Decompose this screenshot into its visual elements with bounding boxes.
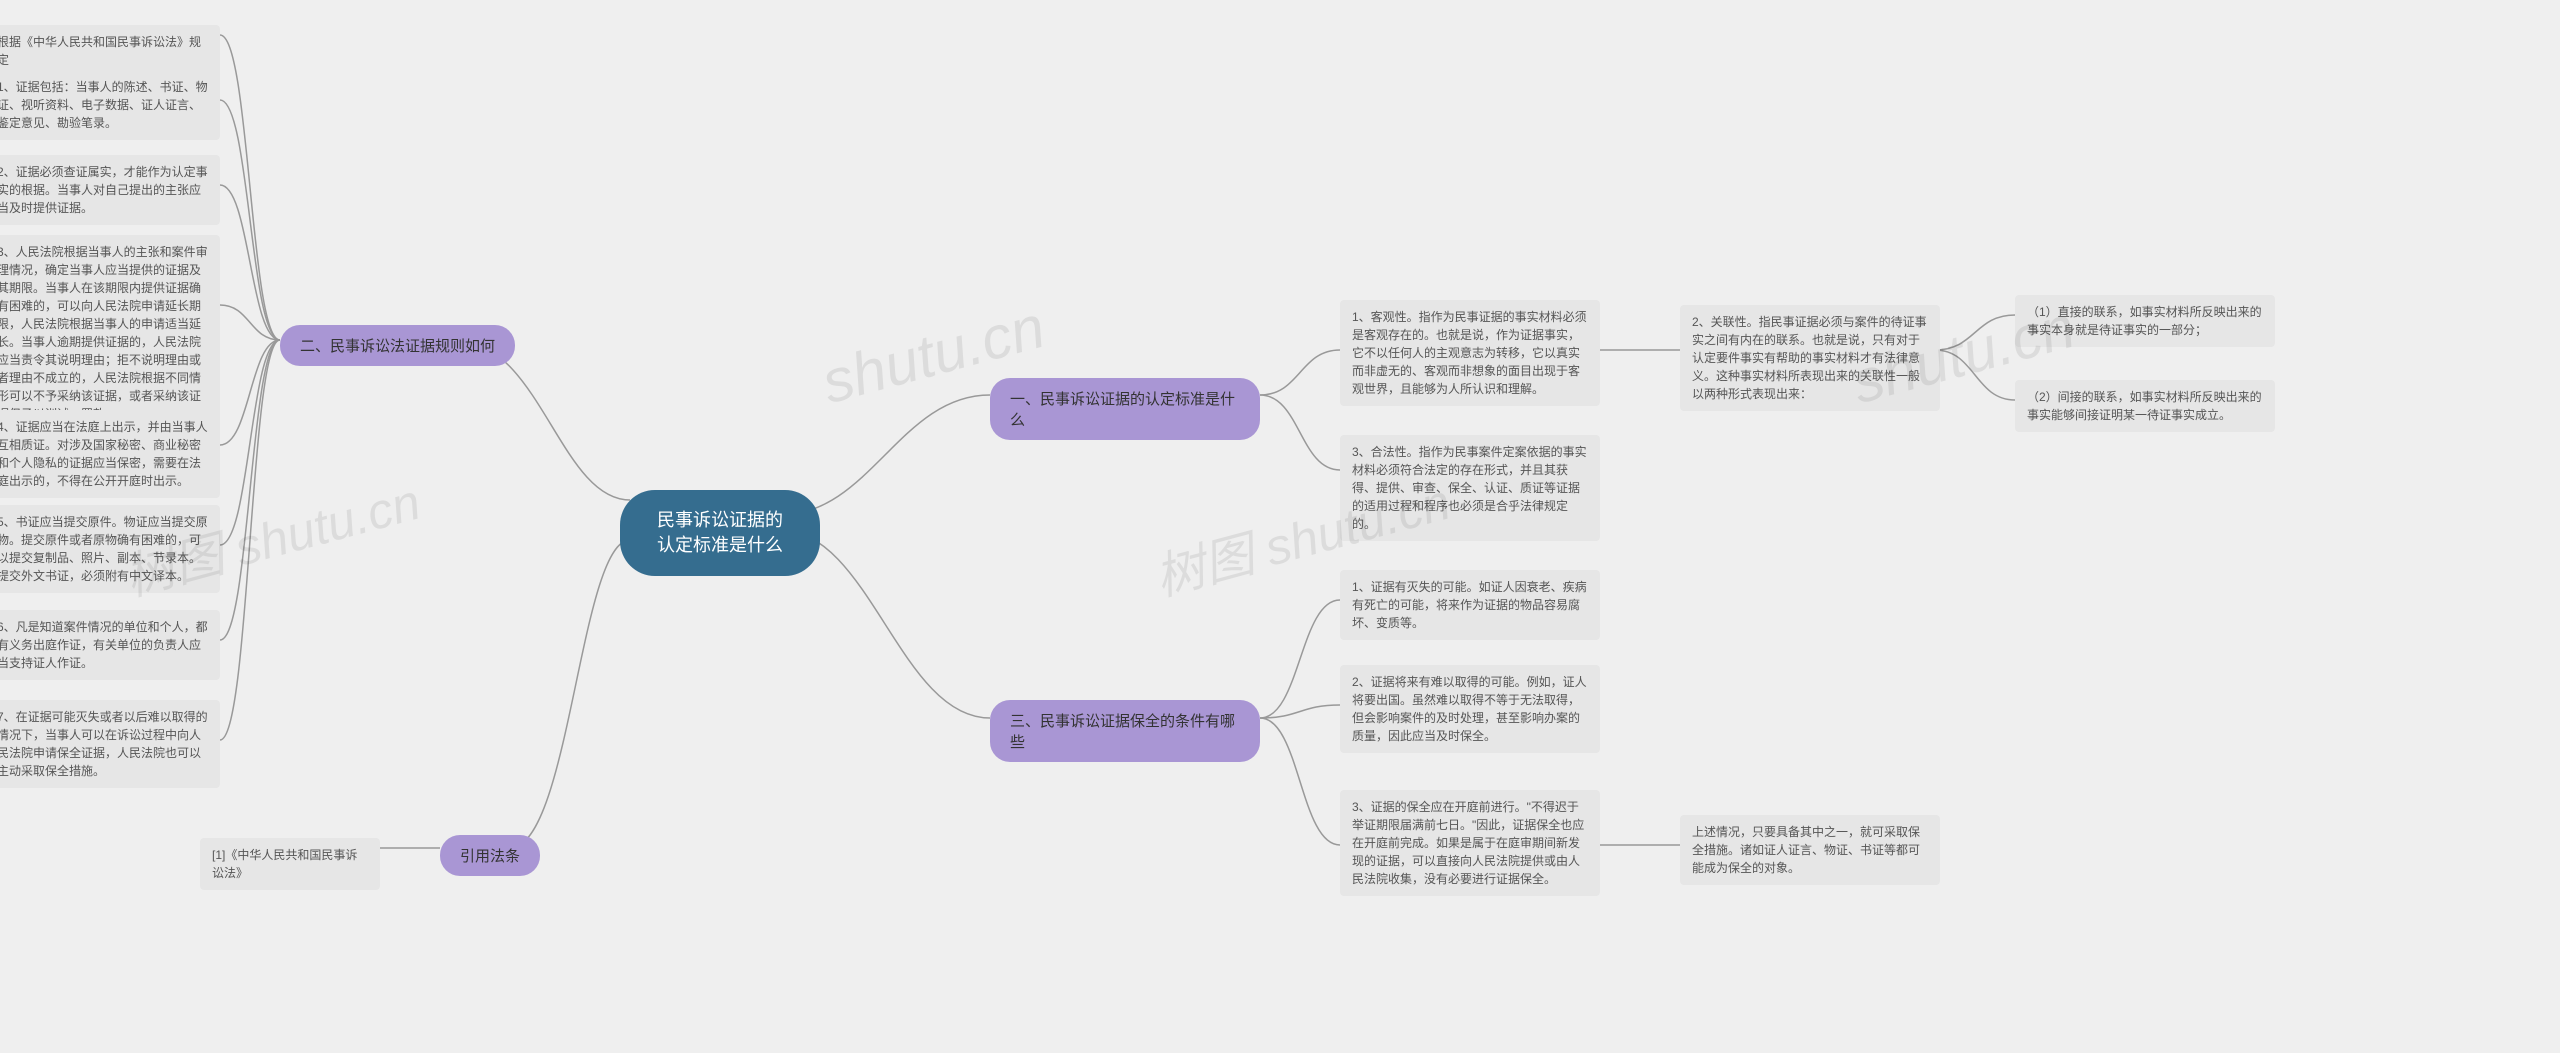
leaf-text: 2、关联性。指民事证据必须与案件的待证事实之间有内在的联系。也就是说，只有对于认…	[1692, 315, 1927, 401]
branch-label: 一、民事诉讼证据的认定标准是什么	[1010, 391, 1235, 429]
leaf-text: （2）间接的联系，如事实材料所反映出来的事实能够间接证明某一待证事实成立。	[2027, 390, 2262, 422]
leaf-text: （1）直接的联系，如事实材料所反映出来的事实本身就是待证事实的一部分；	[2027, 305, 2262, 337]
leaf-node[interactable]: 7、在证据可能灭失或者以后难以取得的情况下，当事人可以在诉讼过程中向人民法院申请…	[0, 700, 220, 788]
leaf-node[interactable]: 3、证据的保全应在开庭前进行。"不得迟于举证期限届满前七日。"因此，证据保全也应…	[1340, 790, 1600, 896]
leaf-text: 5、书证应当提交原件。物证应当提交原物。提交原件或者原物确有困难的，可以提交复制…	[0, 515, 208, 583]
leaf-node[interactable]: 1、证据包括：当事人的陈述、书证、物证、视听资料、电子数据、证人证言、鉴定意见、…	[0, 70, 220, 140]
branch-1[interactable]: 一、民事诉讼证据的认定标准是什么	[990, 378, 1260, 440]
leaf-text: 3、合法性。指作为民事案件定案依据的事实材料必须符合法定的存在形式，并且其获得、…	[1352, 445, 1587, 531]
leaf-node[interactable]: 2、证据必须查证属实，才能作为认定事实的根据。当事人对自己提出的主张应当及时提供…	[0, 155, 220, 225]
branch-2[interactable]: 二、民事诉讼法证据规则如何	[280, 325, 515, 366]
leaf-node[interactable]: 1、证据有灭失的可能。如证人因衰老、疾病有死亡的可能，将来作为证据的物品容易腐坏…	[1340, 570, 1600, 640]
leaf-node[interactable]: 上述情况，只要具备其中之一，就可采取保全措施。诸如证人证言、物证、书证等都可能成…	[1680, 815, 1940, 885]
leaf-node[interactable]: 5、书证应当提交原件。物证应当提交原物。提交原件或者原物确有困难的，可以提交复制…	[0, 505, 220, 593]
leaf-node[interactable]: 1、客观性。指作为民事证据的事实材料必须是客观存在的。也就是说，作为证据事实，它…	[1340, 300, 1600, 406]
leaf-text: 根据《中华人民共和国民事诉讼法》规定	[0, 35, 201, 67]
leaf-node[interactable]: 4、证据应当在法庭上出示，并由当事人互相质证。对涉及国家秘密、商业秘密和个人隐私…	[0, 410, 220, 498]
leaf-node[interactable]: （2）间接的联系，如事实材料所反映出来的事实能够间接证明某一待证事实成立。	[2015, 380, 2275, 432]
branch-label: 二、民事诉讼法证据规则如何	[300, 338, 495, 355]
leaf-text: [1]《中华人民共和国民事诉讼法》	[212, 848, 357, 880]
leaf-text: 7、在证据可能灭失或者以后难以取得的情况下，当事人可以在诉讼过程中向人民法院申请…	[0, 710, 208, 778]
leaf-text: 2、证据必须查证属实，才能作为认定事实的根据。当事人对自己提出的主张应当及时提供…	[0, 165, 208, 215]
leaf-node[interactable]: 3、人民法院根据当事人的主张和案件审理情况，确定当事人应当提供的证据及其期限。当…	[0, 235, 220, 431]
connector-lines	[0, 0, 2560, 1053]
leaf-node[interactable]: 2、关联性。指民事证据必须与案件的待证事实之间有内在的联系。也就是说，只有对于认…	[1680, 305, 1940, 411]
leaf-text: 2、证据将来有难以取得的可能。例如，证人将要出国。虽然难以取得不等于无法取得，但…	[1352, 675, 1587, 743]
branch-label: 三、民事诉讼证据保全的条件有哪些	[1010, 713, 1235, 751]
leaf-text: 1、证据包括：当事人的陈述、书证、物证、视听资料、电子数据、证人证言、鉴定意见、…	[0, 80, 208, 130]
root-node[interactable]: 民事诉讼证据的认定标准是什么	[620, 490, 820, 576]
leaf-text: 1、证据有灭失的可能。如证人因衰老、疾病有死亡的可能，将来作为证据的物品容易腐坏…	[1352, 580, 1587, 630]
leaf-text: 4、证据应当在法庭上出示，并由当事人互相质证。对涉及国家秘密、商业秘密和个人隐私…	[0, 420, 208, 488]
branch-4[interactable]: 引用法条	[440, 835, 540, 876]
branch-label: 引用法条	[460, 848, 520, 865]
leaf-text: 3、证据的保全应在开庭前进行。"不得迟于举证期限届满前七日。"因此，证据保全也应…	[1352, 800, 1584, 886]
leaf-node[interactable]: （1）直接的联系，如事实材料所反映出来的事实本身就是待证事实的一部分；	[2015, 295, 2275, 347]
leaf-node[interactable]: 2、证据将来有难以取得的可能。例如，证人将要出国。虽然难以取得不等于无法取得，但…	[1340, 665, 1600, 753]
leaf-text: 上述情况，只要具备其中之一，就可采取保全措施。诸如证人证言、物证、书证等都可能成…	[1692, 825, 1920, 875]
leaf-node[interactable]: 6、凡是知道案件情况的单位和个人，都有义务出庭作证，有关单位的负责人应当支持证人…	[0, 610, 220, 680]
branch-3[interactable]: 三、民事诉讼证据保全的条件有哪些	[990, 700, 1260, 762]
leaf-node[interactable]: [1]《中华人民共和国民事诉讼法》	[200, 838, 380, 890]
leaf-node[interactable]: 3、合法性。指作为民事案件定案依据的事实材料必须符合法定的存在形式，并且其获得、…	[1340, 435, 1600, 541]
leaf-text: 6、凡是知道案件情况的单位和个人，都有义务出庭作证，有关单位的负责人应当支持证人…	[0, 620, 208, 670]
leaf-text: 3、人民法院根据当事人的主张和案件审理情况，确定当事人应当提供的证据及其期限。当…	[0, 245, 208, 421]
leaf-text: 1、客观性。指作为民事证据的事实材料必须是客观存在的。也就是说，作为证据事实，它…	[1352, 310, 1587, 396]
root-label: 民事诉讼证据的认定标准是什么	[657, 510, 783, 555]
